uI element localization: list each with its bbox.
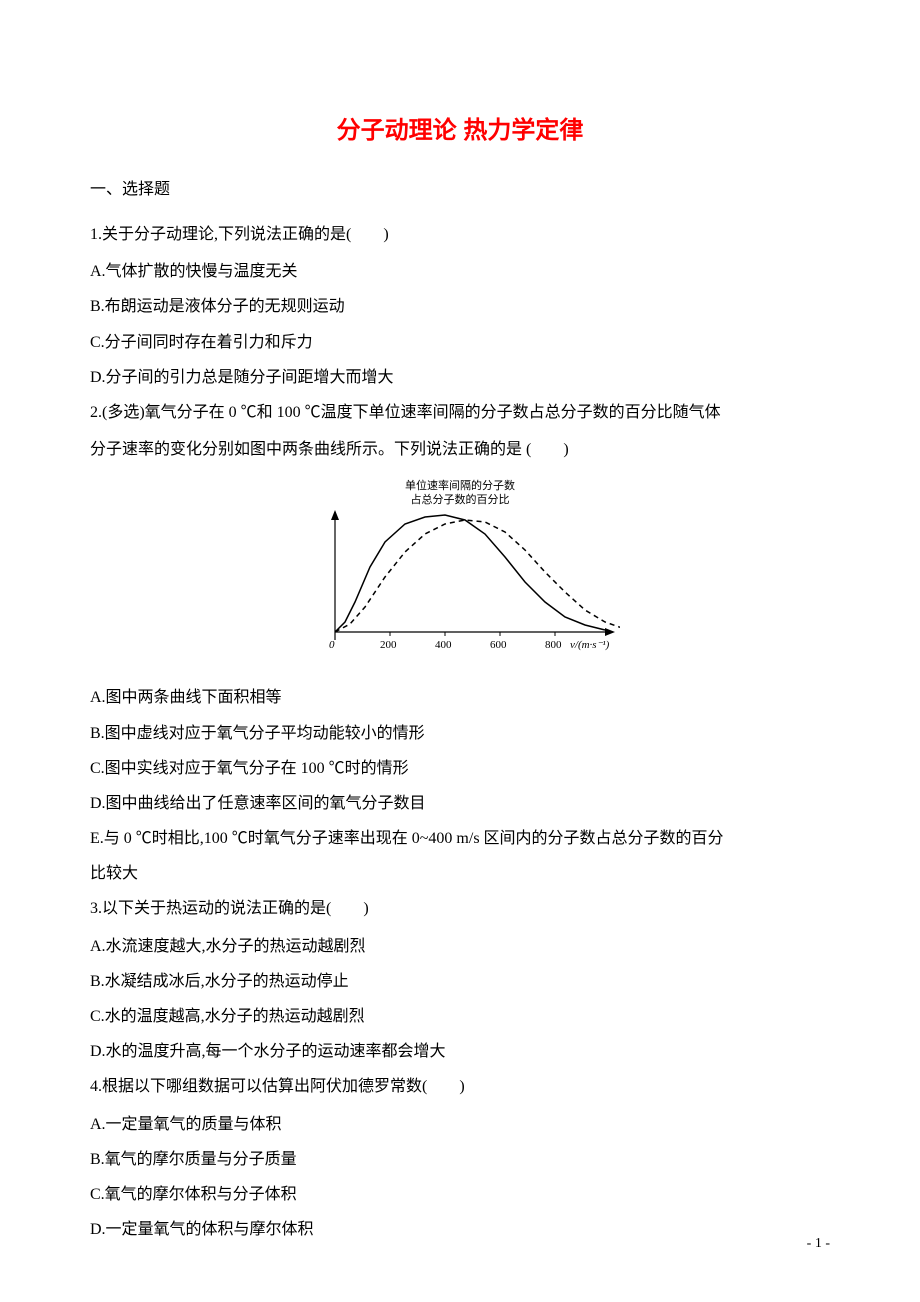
q2-stem-line1: 2.(多选)氧气分子在 0 ℃和 100 ℃温度下单位速率间隔的分子数占总分子数…	[90, 395, 830, 430]
distribution-chart: 单位速率间隔的分子数 占总分子数的百分比 0 200 400 600 800 v…	[90, 477, 830, 672]
q1-stem: 1.关于分子动理论,下列说法正确的是( )	[90, 217, 830, 252]
q3-option-d: D.水的温度升高,每一个水分子的运动速率都会增大	[90, 1034, 830, 1069]
x-axis-label: v/(m·s⁻¹)	[570, 639, 610, 651]
q3-option-a: A.水流速度越大,水分子的热运动越剧烈	[90, 929, 830, 964]
chart-ylabel-2: 占总分子数的百分比	[411, 492, 510, 506]
x-tick-label-4: 800	[545, 639, 562, 651]
q3-option-c: C.水的温度越高,水分子的热运动越剧烈	[90, 999, 830, 1034]
q2-option-b: B.图中虚线对应于氧气分子平均动能较小的情形	[90, 716, 830, 751]
q4-option-b: B.氧气的摩尔质量与分子质量	[90, 1142, 830, 1177]
x-tick-label-2: 400	[435, 639, 452, 651]
y-axis-arrow	[331, 510, 339, 520]
q2-option-e-line2: 比较大	[90, 856, 830, 891]
q4-option-c: C.氧气的摩尔体积与分子体积	[90, 1177, 830, 1212]
q4-option-d: D.一定量氧气的体积与摩尔体积	[90, 1212, 830, 1247]
dashed-curve	[335, 520, 620, 632]
q1-option-a: A.气体扩散的快慢与温度无关	[90, 254, 830, 289]
section-header: 一、选择题	[90, 175, 830, 199]
x-axis-arrow	[605, 628, 615, 636]
page-title: 分子动理论 热力学定律	[90, 110, 830, 145]
page-number: - 1 -	[807, 1236, 830, 1252]
x-tick-label-3: 600	[490, 639, 507, 651]
x-tick-label-0: 0	[329, 639, 335, 651]
q4-option-a: A.一定量氧气的质量与体积	[90, 1107, 830, 1142]
q2-option-c: C.图中实线对应于氧气分子在 100 ℃时的情形	[90, 751, 830, 786]
q1-option-d: D.分子间的引力总是随分子间距增大而增大	[90, 360, 830, 395]
solid-curve	[335, 515, 605, 632]
q1-option-b: B.布朗运动是液体分子的无规则运动	[90, 289, 830, 324]
chart-svg: 单位速率间隔的分子数 占总分子数的百分比 0 200 400 600 800 v…	[300, 477, 620, 667]
q1-option-c: C.分子间同时存在着引力和斥力	[90, 325, 830, 360]
q3-option-b: B.水凝结成冰后,水分子的热运动停止	[90, 964, 830, 999]
q3-stem: 3.以下关于热运动的说法正确的是( )	[90, 891, 830, 926]
q2-option-d: D.图中曲线给出了任意速率区间的氧气分子数目	[90, 786, 830, 821]
q2-stem-line2: 分子速率的变化分别如图中两条曲线所示。下列说法正确的是 ( )	[90, 432, 830, 467]
q2-option-a: A.图中两条曲线下面积相等	[90, 680, 830, 715]
chart-ylabel-1: 单位速率间隔的分子数	[405, 478, 515, 492]
q4-stem: 4.根据以下哪组数据可以估算出阿伏加德罗常数( )	[90, 1069, 830, 1104]
x-tick-label-1: 200	[380, 639, 397, 651]
q2-option-e-line1: E.与 0 ℃时相比,100 ℃时氧气分子速率出现在 0~400 m/s 区间内…	[90, 821, 830, 856]
